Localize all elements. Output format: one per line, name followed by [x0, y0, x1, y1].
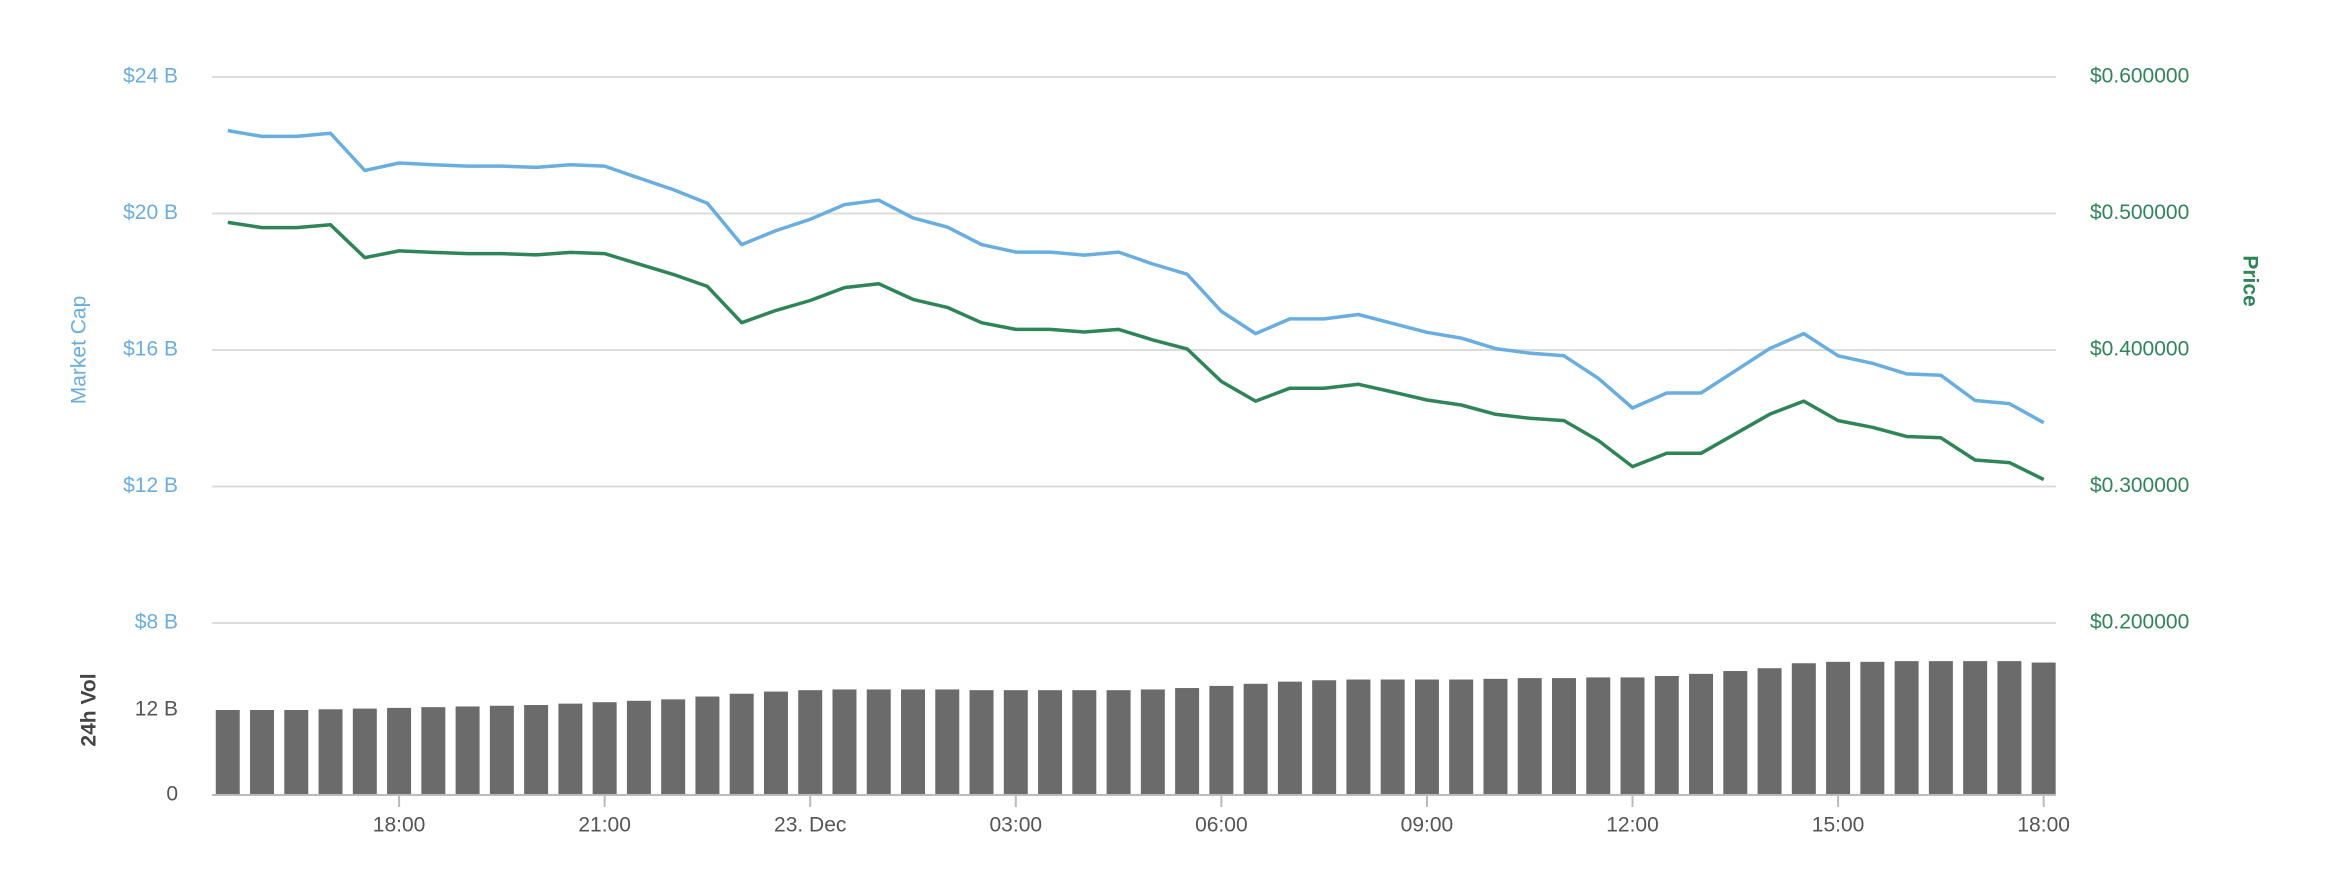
x-tick-label: 21:00: [578, 814, 631, 837]
bar: [1312, 680, 1337, 795]
bar: [592, 702, 617, 795]
bar: [1894, 661, 1919, 795]
bar: [1209, 685, 1234, 795]
bar: [1175, 688, 1200, 795]
y2-tick-label: $0.200000: [2090, 611, 2189, 634]
x-tick-label: 18:00: [2017, 814, 2070, 837]
bar: [250, 710, 275, 795]
y-tick-label: $8 B: [135, 611, 178, 634]
bar: [489, 705, 514, 795]
bar: [866, 689, 891, 795]
bar: [1791, 663, 1816, 795]
bar: [935, 689, 960, 795]
y2-tick-label: $0.400000: [2090, 338, 2189, 361]
y-tick-label: $24 B: [123, 65, 178, 88]
bar: [284, 710, 309, 795]
bar: [1003, 690, 1028, 795]
bar: [1552, 678, 1576, 795]
series-line: [227, 128, 2045, 425]
bar: [1072, 690, 1097, 795]
bar: [387, 707, 412, 795]
x-tick-label: 12:00: [1606, 814, 1659, 837]
bar: [455, 706, 480, 795]
bar: [215, 710, 240, 795]
y2-tick-label: $0.300000: [2090, 474, 2189, 497]
bar: [558, 703, 583, 795]
bar: [352, 708, 377, 795]
x-tick-label: 09:00: [1401, 814, 1454, 837]
bar: [1620, 677, 1645, 795]
bar: [1106, 690, 1131, 795]
bar: [1723, 671, 1748, 795]
bar: [832, 689, 857, 795]
bar: [524, 705, 549, 795]
x-tick-label: 03:00: [990, 814, 1043, 837]
bar: [1346, 679, 1371, 795]
bar: [626, 700, 651, 795]
y-axis-label: Market Cap: [68, 296, 91, 405]
bar: [1689, 673, 1714, 795]
bar: [421, 707, 446, 795]
bar: [969, 690, 994, 795]
bar: [1449, 679, 1474, 795]
bar: [695, 696, 720, 795]
bar: [798, 690, 823, 795]
x-tick-label: 18:00: [373, 814, 426, 837]
bar: [1997, 661, 2022, 795]
y2-tick-label: $0.500000: [2090, 201, 2189, 224]
bar: [1963, 661, 1988, 795]
y-tick-label: $20 B: [123, 201, 178, 224]
bar: [1757, 668, 1782, 795]
bar: [1140, 689, 1165, 795]
bar: [1586, 677, 1611, 795]
y-tick-label: 12 B: [135, 698, 178, 721]
bar: [1277, 681, 1302, 795]
bar: [661, 699, 686, 795]
x-tick-label: 06:00: [1195, 814, 1248, 837]
bar: [729, 693, 754, 795]
bar: [2031, 662, 2056, 795]
bar: [1826, 661, 1851, 795]
bar: [1243, 683, 1268, 795]
bar: [1414, 679, 1439, 795]
y2-axis-label: Price: [2238, 255, 2261, 306]
x-tick-label: 15:00: [1812, 814, 1865, 837]
y-tick-label: $16 B: [123, 338, 178, 361]
y-tick-label: 0: [166, 783, 178, 806]
bar: [1038, 690, 1063, 795]
bar: [1654, 676, 1679, 795]
bar: [1517, 678, 1542, 795]
bar: [901, 689, 925, 795]
x-tick-label: 23. Dec: [774, 814, 846, 837]
bar: [318, 709, 343, 795]
bar: [1380, 679, 1405, 795]
y2-tick-label: $0.600000: [2090, 65, 2189, 88]
bar: [1928, 661, 1953, 795]
bar: [763, 691, 788, 795]
y-tick-label: $12 B: [123, 474, 178, 497]
y-axis-label: 24h Vol: [78, 673, 101, 746]
series-line: [227, 220, 2045, 482]
bar: [1483, 678, 1508, 795]
bar: [1860, 661, 1885, 795]
